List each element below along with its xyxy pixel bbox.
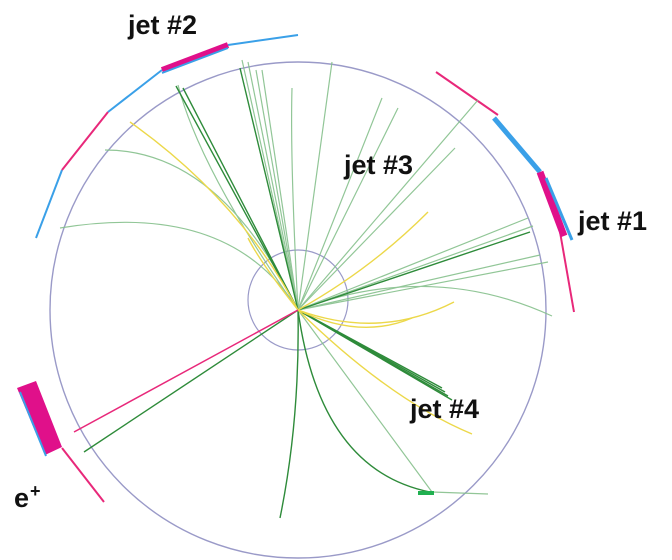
calorimeter-arc-segments — [36, 35, 574, 502]
jet2-label: jet #2 — [128, 12, 197, 39]
jet3-label: jet #3 — [344, 152, 413, 179]
positron-label: e+ — [14, 482, 41, 512]
jet1-deposit-blue — [494, 118, 540, 172]
jet4-label: jet #4 — [410, 396, 479, 423]
positron-track — [74, 310, 298, 432]
jet2-deposit — [162, 45, 228, 70]
positron-deposit — [17, 381, 62, 455]
jet1-label: jet #1 — [578, 208, 647, 235]
positron-charge: + — [30, 481, 41, 501]
positron-symbol: e — [14, 483, 29, 513]
jet1-deposit-magenta — [540, 172, 564, 236]
